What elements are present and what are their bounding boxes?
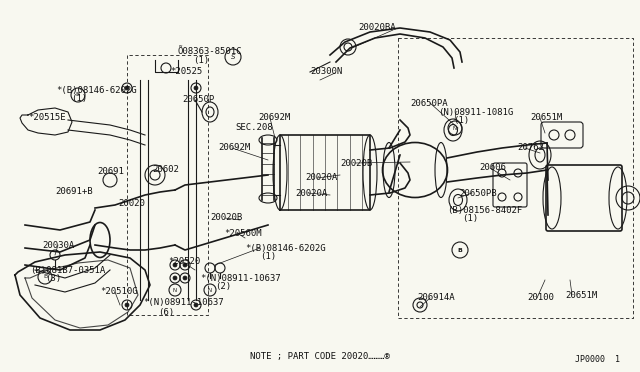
Text: 20762: 20762 (517, 144, 544, 153)
Text: 20030A: 20030A (42, 241, 74, 250)
Text: 20020A: 20020A (295, 189, 327, 198)
Text: 20650PA: 20650PA (410, 99, 447, 108)
Text: 20691+B: 20691+B (55, 187, 93, 196)
Text: 20651M: 20651M (530, 113, 563, 122)
Text: (B)08156-8402F: (B)08156-8402F (447, 205, 522, 215)
Text: SEC.208: SEC.208 (235, 124, 273, 132)
Text: *20525: *20525 (170, 67, 202, 76)
Text: (1): (1) (453, 116, 469, 125)
Ellipse shape (383, 142, 447, 198)
Text: 20650PB: 20650PB (459, 189, 497, 198)
Text: (B)081B7-0351A: (B)081B7-0351A (30, 266, 105, 275)
Circle shape (183, 276, 187, 280)
Text: 20651M: 20651M (565, 291, 597, 299)
Text: N: N (453, 125, 457, 131)
Text: S: S (231, 54, 236, 60)
Text: 20650P: 20650P (182, 96, 214, 105)
Text: (6): (6) (158, 308, 174, 317)
Text: *(N)08911-10637: *(N)08911-10637 (200, 273, 280, 282)
Text: JP0000  1: JP0000 1 (575, 356, 620, 365)
Text: *(N)08911-10637: *(N)08911-10637 (143, 298, 223, 308)
Text: N: N (173, 288, 177, 292)
Text: 20692M: 20692M (218, 144, 250, 153)
Circle shape (194, 303, 198, 307)
Text: 206914A: 206914A (417, 294, 454, 302)
Text: *20515E: *20515E (28, 113, 66, 122)
Circle shape (125, 86, 129, 90)
Text: (N)08911-1081G: (N)08911-1081G (438, 108, 513, 116)
Text: (3): (3) (45, 275, 61, 283)
Circle shape (125, 303, 129, 307)
Text: N: N (208, 288, 212, 292)
Text: (1): (1) (260, 253, 276, 262)
Text: (1): (1) (462, 215, 478, 224)
Text: B: B (458, 247, 463, 253)
Text: 20300N: 20300N (310, 67, 342, 77)
Text: (2): (2) (215, 282, 231, 292)
Text: B: B (43, 275, 47, 279)
Text: 20020A: 20020A (305, 173, 337, 183)
Text: *(B)08146-6202G: *(B)08146-6202G (245, 244, 326, 253)
Text: 20020B: 20020B (210, 214, 243, 222)
Text: (1): (1) (71, 94, 87, 103)
Text: *20520: *20520 (168, 257, 200, 266)
Text: 20692M: 20692M (258, 113, 291, 122)
Text: *(B)08146-6202G: *(B)08146-6202G (56, 86, 136, 94)
Circle shape (173, 263, 177, 267)
Text: 20691: 20691 (97, 167, 124, 176)
Text: NOTE ; PART CODE 20020………®: NOTE ; PART CODE 20020………® (250, 353, 390, 362)
Text: B: B (76, 93, 80, 97)
Circle shape (173, 276, 177, 280)
Text: *20510G: *20510G (100, 288, 138, 296)
Text: 20020: 20020 (118, 199, 145, 208)
Text: 20606: 20606 (479, 164, 506, 173)
Text: 20602: 20602 (152, 166, 179, 174)
Text: *20560M: *20560M (224, 228, 262, 237)
Text: 20020BA: 20020BA (358, 23, 396, 32)
Text: 20020B: 20020B (340, 158, 372, 167)
Circle shape (194, 86, 198, 90)
Circle shape (183, 263, 187, 267)
Text: (1): (1) (193, 57, 209, 65)
Text: 20100: 20100 (527, 294, 554, 302)
FancyBboxPatch shape (546, 165, 622, 231)
Text: Õ08363-8501C: Õ08363-8501C (178, 48, 243, 57)
